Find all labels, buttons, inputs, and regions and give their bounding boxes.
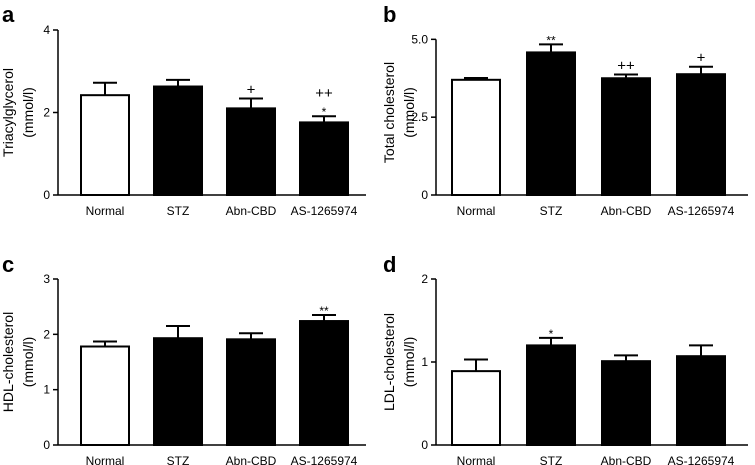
bar-normal [451, 370, 501, 447]
y-tick-label: 2 [43, 106, 50, 120]
y-tick-label: 0 [43, 188, 50, 202]
x-category-label: Abn-CBD [226, 454, 277, 465]
x-category-label: Abn-CBD [601, 454, 652, 465]
x-category-label: Normal [457, 204, 496, 218]
significance-marker: + [247, 81, 256, 98]
y-tick-label: 2.5 [411, 110, 428, 124]
bar-as-1265974 [299, 121, 349, 196]
bar-abn-cbd [601, 360, 651, 447]
y-tick-label: 1 [421, 355, 428, 369]
bar-stz [153, 85, 203, 196]
bar-stz [526, 344, 576, 446]
bar-normal [80, 94, 130, 196]
y-axis-unit: (mmol/l) [401, 87, 417, 138]
bar-abn-cbd [226, 107, 276, 196]
x-category-label: Normal [86, 454, 125, 465]
y-axis-title: Total cholesterol [381, 62, 397, 163]
y-tick-label: 4 [43, 23, 50, 37]
x-category-label: AS-1265974 [291, 454, 358, 465]
x-category-label: STZ [540, 454, 563, 465]
x-category-label: Normal [457, 454, 496, 465]
y-axis-unit: (mmol/l) [20, 87, 36, 138]
x-category-label: AS-1265974 [668, 204, 735, 218]
y-tick-label: 2 [421, 272, 428, 286]
panel-letter-c: c [2, 252, 14, 277]
y-tick-label: 1 [43, 383, 50, 397]
y-tick-label: 2 [43, 327, 50, 341]
y-axis-title: Triacylglycerol [0, 68, 16, 157]
x-category-label: STZ [540, 204, 563, 218]
x-category-label: STZ [167, 204, 190, 218]
y-tick-label: 0 [421, 188, 428, 202]
panel-letter-b: b [383, 2, 396, 27]
y-axis-unit: (mmol/l) [20, 337, 36, 388]
bar-normal [451, 78, 501, 196]
significance-marker: * [549, 327, 554, 341]
y-tick-label: 5.0 [411, 32, 428, 46]
significance-marker: * [322, 105, 327, 119]
y-axis-unit: (mmol/l) [401, 337, 417, 388]
significance-marker: ++ [617, 58, 635, 75]
y-tick-label: 0 [43, 438, 50, 452]
bar-as-1265974 [299, 320, 349, 447]
y-axis-title: LDL-cholesterol [381, 313, 397, 411]
bar-stz [526, 51, 576, 196]
chart-panel-d: 0 1 2 LDL-cholesterol (mmol/l) Normal STZ * Abn-… [381, 272, 748, 465]
y-axis-title: HDL-cholesterol [0, 312, 16, 412]
x-category-label: Abn-CBD [601, 204, 652, 218]
x-category-label: AS-1265974 [291, 204, 358, 218]
significance-marker: ++ [315, 85, 333, 102]
bar-as-1265974 [676, 355, 726, 446]
bar-abn-cbd [226, 338, 276, 446]
panel-letter-a: a [2, 2, 15, 27]
x-category-label: AS-1265974 [668, 454, 735, 465]
bar-abn-cbd [601, 77, 651, 196]
bar-stz [153, 337, 203, 446]
significance-marker: ** [319, 304, 329, 318]
chart-panel-a: 0 2 4 Triacylglycerol (mmol/l) Normal STZ Abn-C… [0, 23, 366, 218]
x-category-label: Normal [86, 204, 125, 218]
significance-marker: + [697, 50, 706, 67]
y-tick-label: 0 [421, 438, 428, 452]
chart-panel-b: 0 2.5 5.0 Total cholesterol (mmol/l) Normal ST… [381, 32, 748, 218]
bar-as-1265974 [676, 73, 726, 196]
bar-normal [80, 345, 130, 446]
x-category-label: STZ [167, 454, 190, 465]
significance-marker: ** [546, 33, 556, 47]
x-category-label: Abn-CBD [226, 204, 277, 218]
y-tick-label: 3 [43, 272, 50, 286]
panel-letter-d: d [383, 252, 396, 277]
chart-panel-c: 0 1 2 3 HDL-cholesterol (mmol/l) Normal STZ Abn-… [0, 272, 366, 465]
